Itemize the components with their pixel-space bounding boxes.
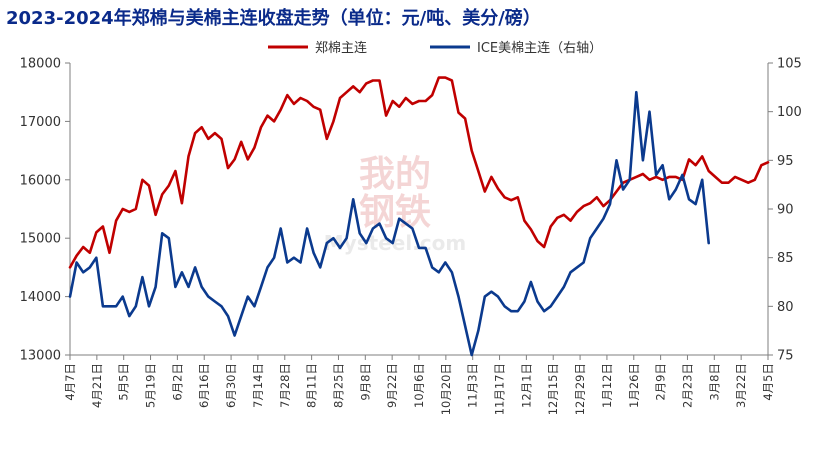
x-tick-label: 2月23日: [680, 363, 694, 408]
y-left-tick-label: 14000: [20, 290, 61, 305]
y-right-tick-label: 75: [777, 349, 794, 364]
x-tick-label: 5月5日: [117, 363, 131, 401]
legend-item-ice: ICE美棉主连（右轴）: [430, 40, 602, 56]
watermark-top: 我的: [359, 154, 431, 195]
x-tick-label: 4月7日: [63, 363, 77, 401]
x-tick-label: 9月22日: [385, 363, 399, 408]
y-right-tick-label: 85: [777, 251, 794, 266]
y-right-tick-label: 105: [777, 57, 802, 72]
x-tick-label: 8月11日: [305, 363, 319, 408]
x-tick-label: 4月5日: [761, 363, 775, 401]
axes: 13000 14000 15000 16000 17000 18000 75 80 85 90 95…: [20, 57, 802, 416]
x-tick-label: 1月26日: [627, 363, 641, 408]
x-tick-label: 6月30日: [224, 363, 238, 408]
x-tick-label: 10月6日: [412, 363, 426, 408]
x-tick-label: 2月9日: [654, 363, 668, 401]
chart-title: 2023-2024年郑棉与美棉主连收盘走势（单位：元/吨、美分/磅）: [6, 8, 541, 29]
x-tick-label: 7月14日: [251, 363, 265, 408]
x-tick-label: 6月2日: [170, 363, 184, 401]
x-tick-label: 10月20日: [439, 363, 453, 415]
legend-item-zce: 郑棉主连: [268, 40, 367, 56]
legend: 郑棉主连 ICE美棉主连（右轴）: [268, 40, 602, 56]
x-tick-label: 4月21日: [90, 363, 104, 408]
x-tick-label: 11月17日: [493, 363, 507, 415]
x-tick-label: 12月1日: [519, 363, 533, 408]
y-left-tick-label: 15000: [20, 232, 61, 247]
x-tick-label: 1月12日: [600, 363, 614, 408]
x-tick-label: 8月25日: [331, 363, 345, 408]
watermark-middle: 钢铁: [359, 192, 431, 233]
y-left-tick-label: 18000: [20, 57, 61, 72]
x-tick-label: 12月15日: [546, 363, 560, 415]
y-left-tick-label: 16000: [20, 173, 61, 188]
series-layer: [68, 76, 770, 357]
y-right-tick-label: 100: [777, 105, 802, 120]
series-line-zce: [68, 76, 770, 269]
y-right-tick-label: 90: [777, 203, 794, 218]
y-right-tick-label: 80: [777, 300, 794, 315]
series-line-ice: [68, 90, 710, 357]
y-left-tick-label: 17000: [20, 115, 61, 130]
legend-label: ICE美棉主连（右轴）: [477, 40, 602, 56]
x-tick-label: 5月19日: [144, 363, 158, 408]
x-tick-label: 3月8日: [707, 363, 721, 401]
x-tick-label: 11月3日: [466, 363, 480, 408]
y-left-tick-label: 13000: [20, 349, 61, 364]
x-tick-label: 6月16日: [197, 363, 211, 408]
watermark: 我的 钢铁 Mysteel.com: [324, 154, 466, 255]
x-tick-label: 7月28日: [278, 363, 292, 408]
legend-label: 郑棉主连: [315, 40, 367, 56]
x-tick-label: 9月8日: [358, 363, 372, 401]
y-right-tick-label: 95: [777, 154, 794, 169]
x-tick-label: 12月29日: [573, 363, 587, 415]
x-tick-label: 3月22日: [734, 363, 748, 408]
